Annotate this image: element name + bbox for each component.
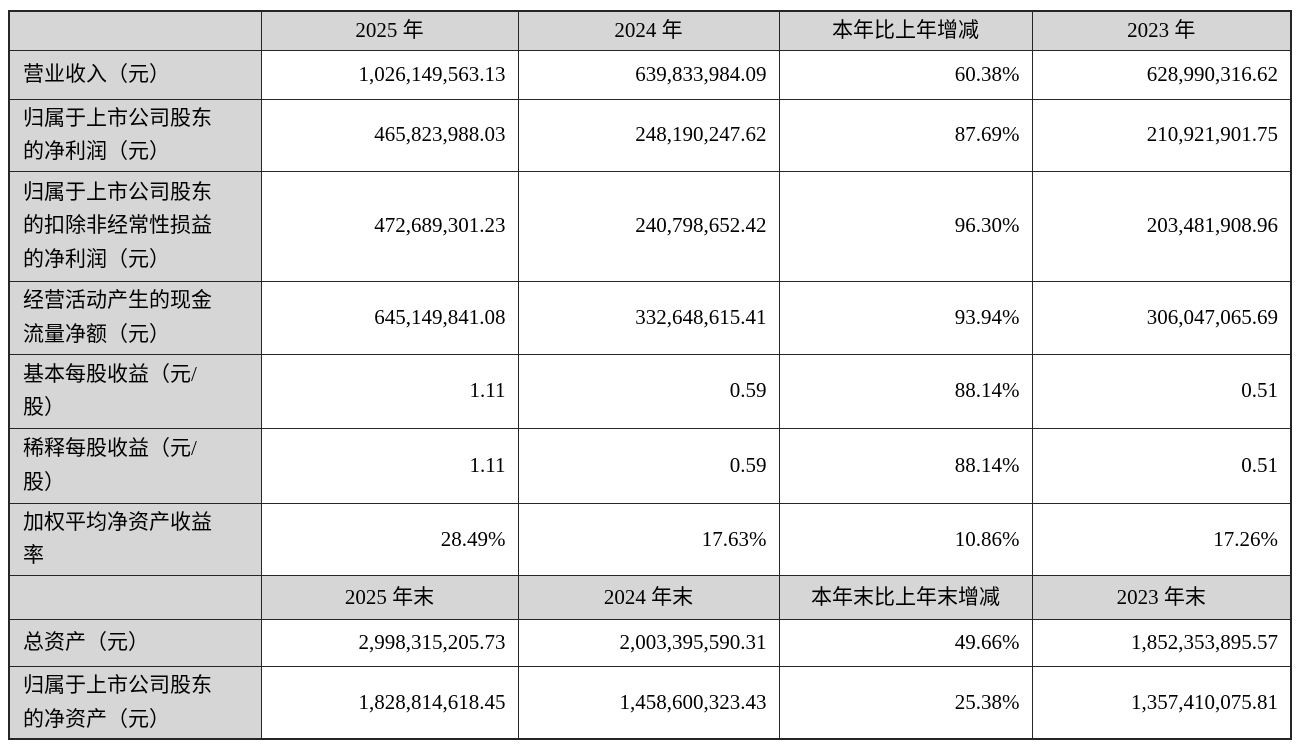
cell-change: 10.86% [778, 502, 1033, 576]
cell-2025: 1.11 [260, 427, 519, 504]
table-row-net-assets: 归属于上市公司股东的净资产（元） 1,828,814,618.45 1,458,… [8, 665, 1292, 740]
cell-2024: 240,798,652.42 [517, 170, 780, 282]
cell-change: 88.14% [778, 427, 1033, 504]
cell-2023: 306,047,065.69 [1031, 280, 1292, 355]
table-row-basic-eps: 基本每股收益（元/股） 1.11 0.59 88.14% 0.51 [8, 353, 1292, 429]
table-row-weighted-avg-roe: 加权平均净资产收益率 28.49% 17.63% 10.86% 17.26% [8, 502, 1292, 576]
cell-2025: 472,689,301.23 [260, 170, 519, 282]
corner-cell [8, 10, 262, 51]
header-row-annual: 2025 年 2024 年 本年比上年增减 2023 年 [8, 10, 1292, 51]
column-header-2023-end: 2023 年末 [1031, 574, 1292, 620]
column-header-yoy-change: 本年比上年增减 [778, 10, 1033, 51]
financial-summary: 2025 年 2024 年 本年比上年增减 2023 年 营业收入（元） 1,0… [8, 10, 1292, 741]
cell-2025: 2,998,315,205.73 [260, 618, 519, 667]
table-row-total-assets: 总资产（元） 2,998,315,205.73 2,003,395,590.31… [8, 618, 1292, 667]
column-header-end-change: 本年末比上年末增减 [778, 574, 1033, 620]
column-header-2025: 2025 年 [260, 10, 519, 51]
header-row-period-end: 2025 年末 2024 年末 本年末比上年末增减 2023 年末 [8, 574, 1292, 620]
row-label: 归属于上市公司股东的净利润（元） [8, 98, 262, 172]
cell-2025: 1.11 [260, 353, 519, 429]
cell-change: 93.94% [778, 280, 1033, 355]
row-label: 营业收入（元） [8, 49, 262, 100]
cell-2023: 628,990,316.62 [1031, 49, 1292, 100]
table-row-diluted-eps: 稀释每股收益（元/股） 1.11 0.59 88.14% 0.51 [8, 427, 1292, 504]
cell-2025: 28.49% [260, 502, 519, 576]
cell-change: 87.69% [778, 98, 1033, 172]
row-label: 归属于上市公司股东的扣除非经常性损益的净利润（元） [8, 170, 262, 282]
table-row-net-profit: 归属于上市公司股东的净利润（元） 465,823,988.03 248,190,… [8, 98, 1292, 172]
column-header-2025-end: 2025 年末 [260, 574, 519, 620]
cell-2024: 332,648,615.41 [517, 280, 780, 355]
cell-2023: 203,481,908.96 [1031, 170, 1292, 282]
row-label: 归属于上市公司股东的净资产（元） [8, 665, 262, 740]
cell-2025: 1,828,814,618.45 [260, 665, 519, 740]
column-header-2024-end: 2024 年末 [517, 574, 780, 620]
row-label: 加权平均净资产收益率 [8, 502, 262, 576]
cell-2025: 465,823,988.03 [260, 98, 519, 172]
corner-cell [8, 574, 262, 620]
cell-2024: 2,003,395,590.31 [517, 618, 780, 667]
row-label: 总资产（元） [8, 618, 262, 667]
cell-2024: 1,458,600,323.43 [517, 665, 780, 740]
cell-2024: 17.63% [517, 502, 780, 576]
cell-2023: 1,357,410,075.81 [1031, 665, 1292, 740]
financial-summary-table: 2025 年 2024 年 本年比上年增减 2023 年 营业收入（元） 1,0… [8, 10, 1292, 741]
cell-2023: 0.51 [1031, 427, 1292, 504]
cell-2023: 1,852,353,895.57 [1031, 618, 1292, 667]
cell-change: 25.38% [778, 665, 1033, 740]
cell-2024: 248,190,247.62 [517, 98, 780, 172]
row-label: 基本每股收益（元/股） [8, 353, 262, 429]
cell-change: 60.38% [778, 49, 1033, 100]
table-row-operating-cash-flow: 经营活动产生的现金流量净额（元） 645,149,841.08 332,648,… [8, 280, 1292, 355]
cell-2023: 210,921,901.75 [1031, 98, 1292, 172]
table-row-revenue: 营业收入（元） 1,026,149,563.13 639,833,984.09 … [8, 49, 1292, 100]
cell-2024: 639,833,984.09 [517, 49, 780, 100]
cell-2024: 0.59 [517, 427, 780, 504]
cell-change: 96.30% [778, 170, 1033, 282]
row-label: 经营活动产生的现金流量净额（元） [8, 280, 262, 355]
cell-change: 88.14% [778, 353, 1033, 429]
cell-2023: 17.26% [1031, 502, 1292, 576]
cell-2024: 0.59 [517, 353, 780, 429]
row-label: 稀释每股收益（元/股） [8, 427, 262, 504]
cell-2025: 645,149,841.08 [260, 280, 519, 355]
cell-2025: 1,026,149,563.13 [260, 49, 519, 100]
table-row-net-profit-excl-nonrecurring: 归属于上市公司股东的扣除非经常性损益的净利润（元） 472,689,301.23… [8, 170, 1292, 282]
cell-change: 49.66% [778, 618, 1033, 667]
cell-2023: 0.51 [1031, 353, 1292, 429]
column-header-2023: 2023 年 [1031, 10, 1292, 51]
column-header-2024: 2024 年 [517, 10, 780, 51]
